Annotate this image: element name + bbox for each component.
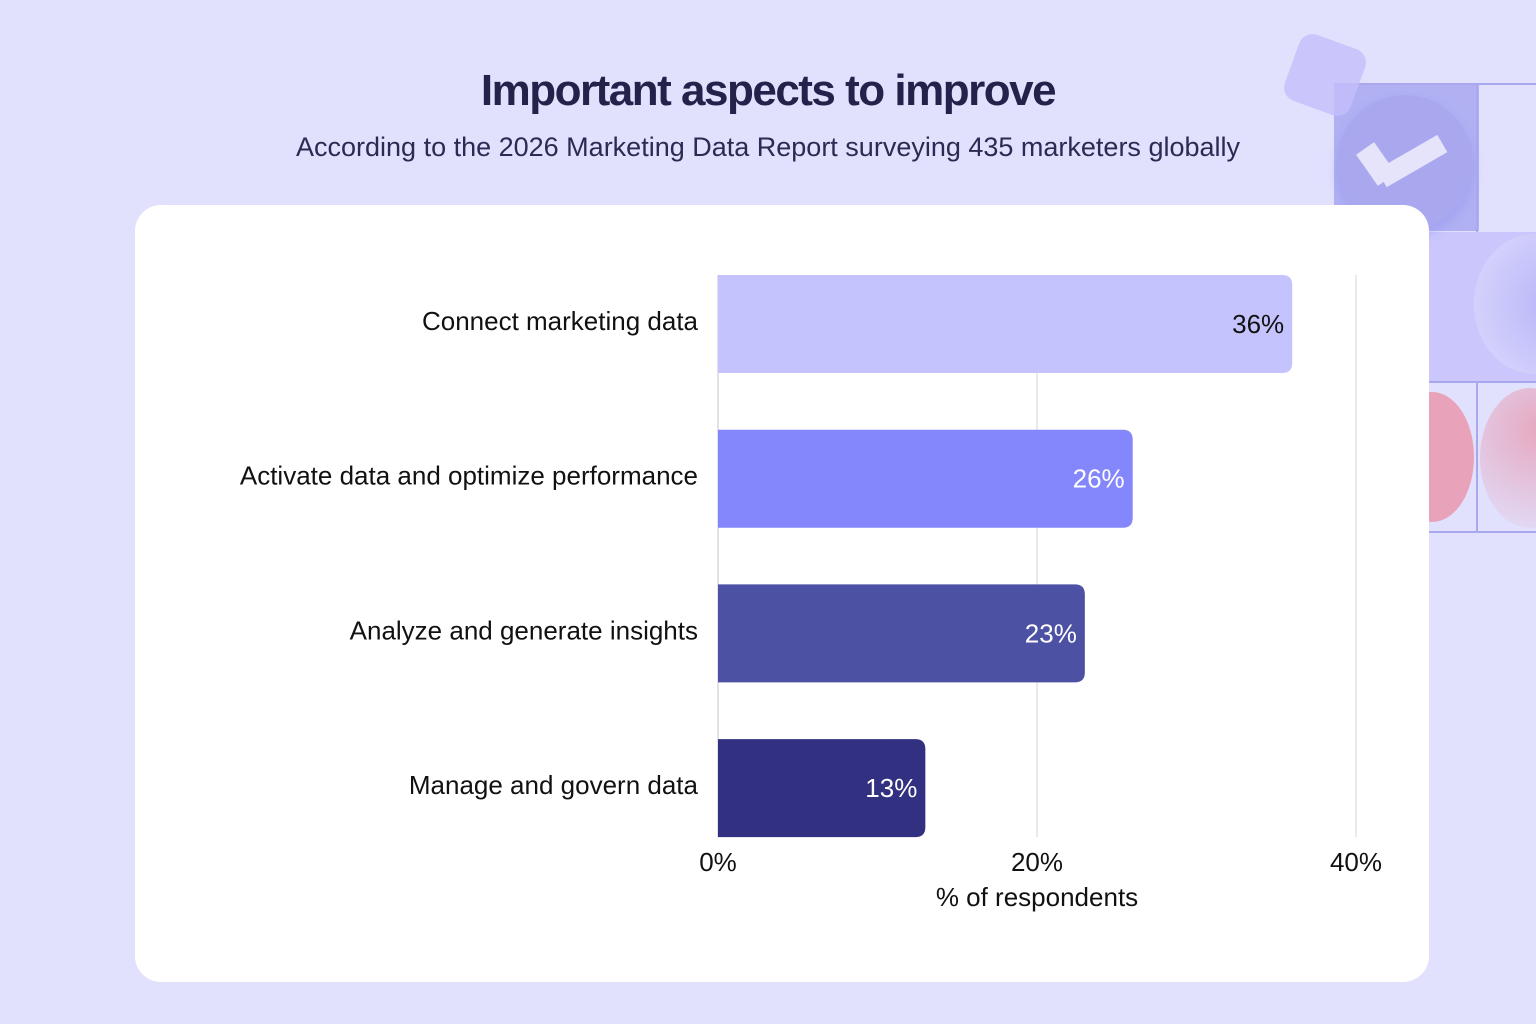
chart-title: Important aspects to improve [480, 66, 1057, 115]
bar [718, 739, 926, 838]
category-label: Analyze and generate insights [350, 615, 698, 645]
x-tick-label: 20% [1011, 847, 1063, 877]
bar-value-label: 36% [1232, 309, 1284, 339]
bar-chart: 0% 20% 40% % of respondents 36% Connect marke… [240, 275, 1382, 912]
bar-value-label: 13% [865, 773, 917, 803]
x-tick-label: 0% [699, 847, 737, 877]
bar-value-label: 26% [1073, 464, 1125, 494]
chart-subtitle: According to the 2026 Marketing Data Rep… [296, 132, 1240, 162]
bar-value-label: 23% [1025, 618, 1077, 648]
bar [718, 429, 1133, 528]
bar [718, 584, 1085, 683]
x-axis-label: % of respondents [936, 882, 1138, 912]
category-label: Connect marketing data [422, 306, 699, 336]
bar [718, 275, 1293, 373]
x-tick-label: 40% [1330, 847, 1382, 877]
chart-card: 0% 20% 40% % of respondents 36% Connect marke… [135, 205, 1429, 982]
category-label: Activate data and optimize performance [240, 461, 698, 491]
category-label: Manage and govern data [409, 770, 699, 800]
